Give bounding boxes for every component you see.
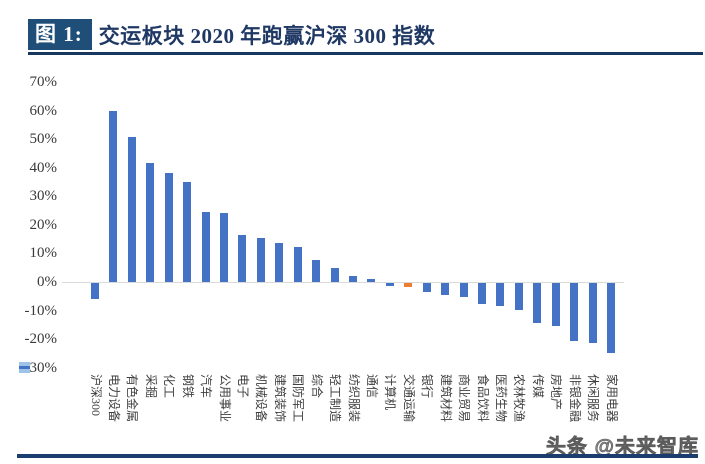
x-axis-label: 机械设备 — [254, 374, 269, 423]
watermark: 头条 @未来智库 — [545, 436, 699, 459]
x-axis-label: 综合 — [309, 374, 324, 399]
x-axis-label: 采掘 — [143, 374, 158, 399]
bar — [514, 283, 523, 310]
bar — [422, 283, 431, 293]
bar — [220, 212, 228, 282]
x-axis-label: 建筑装饰 — [272, 374, 287, 423]
bar — [238, 235, 247, 282]
y-axis-tick-label: 30% — [29, 188, 58, 205]
bar — [164, 172, 173, 282]
x-axis-label: 电子 — [235, 374, 250, 399]
bar — [459, 283, 468, 297]
bar — [127, 137, 136, 282]
bar — [146, 163, 155, 282]
x-axis-label: 非银金融 — [567, 374, 582, 423]
bar — [312, 260, 321, 282]
bar — [551, 283, 560, 326]
x-axis-label: 传媒 — [530, 374, 545, 399]
bar — [367, 279, 376, 282]
x-axis-label: 国防军工 — [291, 374, 306, 423]
x-axis-label: 沪深300 — [88, 374, 103, 417]
x-axis-label: 建筑材料 — [438, 374, 453, 423]
x-axis-label: 家用电器 — [604, 374, 619, 423]
bar — [441, 283, 450, 295]
x-axis-label: 轻工制造 — [328, 374, 343, 423]
title-underline — [28, 52, 703, 55]
bar — [570, 283, 579, 341]
bar — [385, 283, 394, 286]
y-axis-tick-label: -20% — [24, 331, 58, 348]
bar-chart: 70% 60% 50% 40% 30% 20% 10% 0% -10% -20% 30% 沪深300… — [0, 60, 705, 460]
y-axis-tick-label: 30% — [5, 360, 57, 376]
x-axis-label: 食品饮料 — [475, 374, 490, 423]
x-axis-label: 电力设备 — [106, 374, 121, 423]
series-legend-swatch-icon — [18, 361, 30, 373]
x-axis-label: 商业贸易 — [457, 374, 472, 423]
bar — [496, 283, 505, 306]
x-axis-label: 钢铁 — [180, 374, 195, 399]
bar — [109, 110, 118, 282]
x-axis-label: 银行 — [420, 374, 435, 399]
x-axis-line — [62, 282, 624, 283]
x-axis-label: 汽车 — [199, 374, 214, 399]
figure-number-badge: 图 1: — [28, 19, 92, 50]
bar — [588, 283, 597, 343]
y-axis-tick-label: -10% — [24, 302, 58, 319]
x-axis-label: 休闲服务 — [586, 374, 601, 423]
x-axis-label: 交通运输 — [401, 374, 416, 423]
x-axis-label: 通信 — [364, 374, 379, 399]
bar — [349, 276, 358, 282]
x-axis-label: 公用事业 — [217, 374, 232, 423]
figure-header: 图 1: 交运板块 2020 年跑赢沪深 300 指数 — [28, 19, 435, 50]
y-axis-tick-label: 0% — [37, 274, 57, 290]
bar — [330, 268, 339, 282]
bar — [91, 283, 99, 299]
x-axis-label: 化工 — [162, 374, 177, 399]
y-axis-tick-label: 70% — [29, 74, 58, 90]
bar — [201, 211, 210, 282]
y-axis-tick-label: 50% — [29, 131, 58, 148]
y-axis-tick-label: 40% — [29, 159, 58, 176]
bar — [404, 283, 413, 288]
bottom-border — [17, 454, 698, 458]
bar — [275, 242, 284, 282]
x-axis-label: 农林牧渔 — [512, 374, 527, 423]
x-axis-label: 纺织服装 — [346, 374, 361, 423]
y-axis-tick-label: 60% — [29, 102, 58, 119]
y-axis-tick-label: 20% — [29, 216, 58, 233]
bar — [183, 181, 192, 282]
figure-title: 交运板块 2020 年跑赢沪深 300 指数 — [98, 23, 436, 48]
y-axis-tick-label: 10% — [29, 245, 58, 262]
x-axis-label: 有色金属 — [125, 374, 140, 423]
x-axis-label: 房地产 — [549, 374, 564, 411]
x-axis-label: 医药生物 — [493, 374, 508, 423]
bar — [478, 283, 487, 304]
bar — [607, 283, 616, 353]
bar — [293, 246, 302, 282]
bar — [256, 238, 265, 282]
bar — [533, 283, 542, 323]
x-axis-label: 计算机 — [383, 374, 398, 411]
